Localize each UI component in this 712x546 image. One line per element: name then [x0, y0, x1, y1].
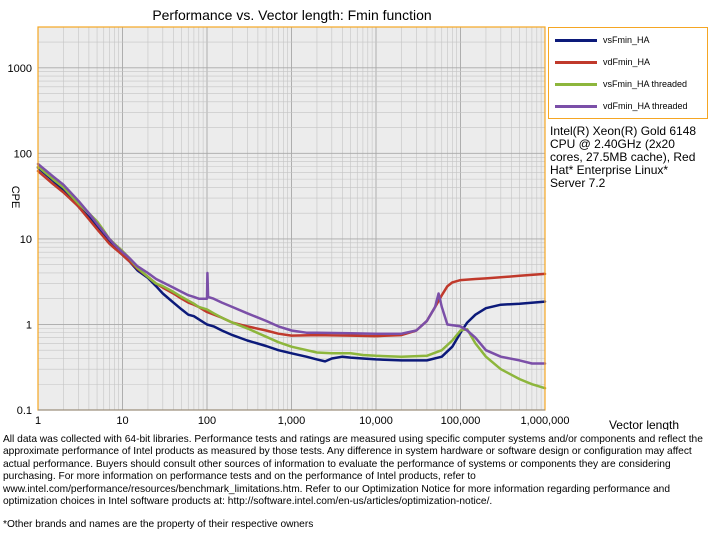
- legend-swatch: [555, 60, 597, 64]
- legend-swatch: [555, 38, 597, 42]
- chart: Performance vs. Vector length: Fmin func…: [8, 7, 680, 430]
- x-tick-label: 1,000,000: [521, 415, 570, 427]
- legend-item-vsfmin-ha: vsFmin_HA: [555, 32, 650, 48]
- y-tick-label: 1000: [8, 63, 32, 75]
- legend-label: vsFmin_HA: [603, 35, 650, 45]
- performance-disclaimer: All data was collected with 64-bit libra…: [3, 434, 703, 508]
- legend-item-vdfmin-ha-threaded: vdFmin_HA threaded: [555, 98, 688, 114]
- x-tick-label: 100,000: [441, 415, 481, 427]
- x-tick-label: 10: [116, 415, 128, 427]
- legend-label: vdFmin_HA: [603, 57, 651, 67]
- system-configuration-note: Intel(R) Xeon(R) Gold 6148 CPU @ 2.40GHz…: [550, 124, 697, 190]
- legend-swatch: [555, 82, 597, 86]
- chart-title: Performance vs. Vector length: Fmin func…: [152, 7, 431, 23]
- x-axis-title: Vector length: [609, 418, 679, 430]
- legend-item-vdfmin-ha: vdFmin_HA: [555, 54, 650, 70]
- x-tick-label: 1: [35, 415, 41, 427]
- legend-swatch: [555, 104, 597, 108]
- y-tick-label: 100: [14, 148, 32, 160]
- y-tick-label: 0.1: [17, 405, 32, 417]
- legend: vsFmin_HA vdFmin_HA vsFmin_HA threaded v…: [548, 27, 708, 119]
- y-tick-label: 1: [26, 319, 32, 331]
- plot-area: 1 10 100 1,000 10,000 100,000 1,000,0000.11101…: [8, 26, 570, 427]
- y-axis-title: CPE: [9, 186, 21, 209]
- trademark-footnote: *Other brands and names are the property…: [3, 519, 314, 530]
- x-tick-label: 10,000: [359, 415, 393, 427]
- x-tick-label: 100: [198, 415, 216, 427]
- legend-item-vsfmin-ha-threaded: vsFmin_HA threaded: [555, 76, 687, 92]
- x-tick-label: 1,000: [278, 415, 306, 427]
- series-line: [36, 162, 547, 365]
- y-tick-label: 10: [20, 234, 32, 246]
- legend-label: vdFmin_HA threaded: [603, 101, 688, 111]
- legend-label: vsFmin_HA threaded: [603, 79, 688, 89]
